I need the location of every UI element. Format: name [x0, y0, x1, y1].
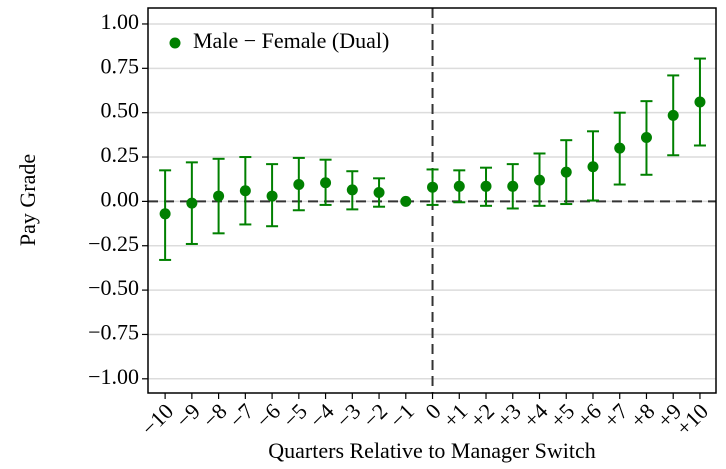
x-axis-label: Quarters Relative to Manager Switch: [268, 438, 595, 463]
x-tick-label: +10: [671, 398, 713, 440]
point: [480, 180, 492, 192]
point: [346, 184, 358, 196]
point: [453, 180, 465, 192]
legend-label: Male − Female (Dual): [193, 28, 389, 53]
point: [373, 187, 385, 199]
y-tick-label: −1.00: [88, 364, 139, 389]
point: [213, 190, 225, 202]
y-tick-label: 0.75: [101, 53, 140, 78]
y-tick-label: −0.50: [88, 275, 139, 300]
point: [667, 109, 679, 121]
plot-frame: [147, 7, 717, 394]
point: [266, 190, 278, 202]
point: [614, 142, 626, 154]
y-tick-label: 0.25: [101, 142, 140, 167]
x-tick-label: −10: [136, 398, 178, 440]
point: [534, 174, 546, 186]
y-tick-label: −0.75: [88, 319, 139, 344]
point: [640, 132, 652, 144]
y-axis-label: Pay Grade: [15, 154, 40, 246]
y-tick-label: −0.25: [88, 231, 139, 256]
x-tick-label: −1: [385, 398, 419, 432]
point: [186, 197, 198, 209]
y-tick-label: 1.00: [101, 9, 140, 34]
point: [400, 195, 412, 207]
point: [560, 166, 572, 178]
point: [320, 177, 332, 189]
point: [427, 181, 439, 193]
point: [159, 208, 171, 220]
point: [239, 185, 251, 197]
y-tick-label: 0.00: [101, 186, 140, 211]
legend-marker: [169, 37, 181, 49]
point: [507, 180, 519, 192]
point: [694, 96, 706, 108]
point: [587, 161, 599, 173]
y-tick-label: 0.50: [101, 98, 140, 123]
point: [293, 179, 305, 191]
